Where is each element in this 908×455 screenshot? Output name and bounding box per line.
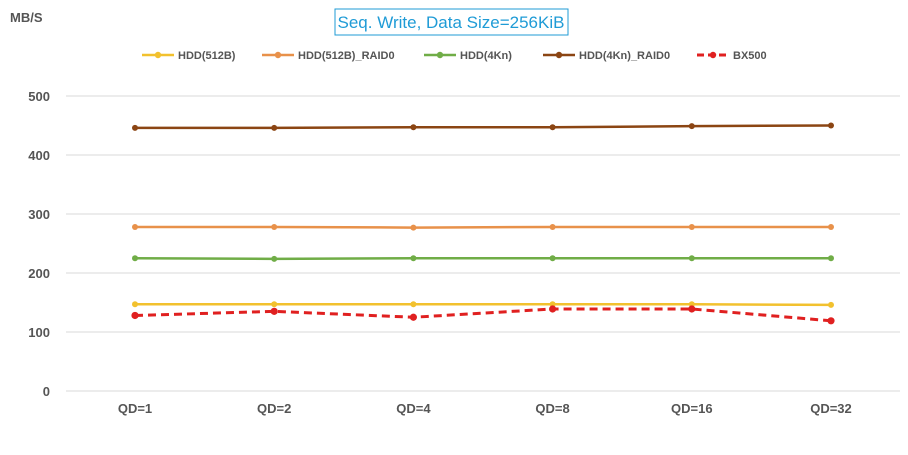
series-line xyxy=(134,257,831,261)
x-tick-label: QD=1 xyxy=(118,401,152,416)
data-point xyxy=(410,124,417,131)
data-point xyxy=(828,223,834,230)
series-2 xyxy=(132,255,834,262)
series-line xyxy=(135,124,832,130)
legend: HDD(512B) HDD(512B)_RAID0 HDD(4Kn) HDD(4Kn)… xyxy=(142,50,767,62)
y-axis-label: MB/S xyxy=(10,10,43,25)
series-line xyxy=(135,225,831,229)
data-point xyxy=(549,305,557,313)
x-tick-labels: QD=1 QD=2 QD=4 QD=8 QD=16 QD=32 xyxy=(118,401,852,416)
y-tick-label: 400 xyxy=(28,148,50,163)
y-tick-label: 300 xyxy=(28,207,50,222)
legend-marker xyxy=(436,51,444,59)
data-point xyxy=(132,223,138,230)
chart-title: Seq. Write, Data Size=256KiB xyxy=(334,8,569,36)
data-point xyxy=(132,301,138,308)
chart-title-box xyxy=(334,8,569,36)
data-point xyxy=(688,223,695,230)
series-lines xyxy=(131,122,835,325)
data-point xyxy=(828,122,834,129)
legend-label: HDD(4Kn) xyxy=(460,50,512,62)
series-1 xyxy=(132,223,834,231)
x-tick-label: QD=16 xyxy=(671,401,713,416)
legend-item: BX500 xyxy=(697,50,767,62)
series-0 xyxy=(132,301,834,308)
data-point xyxy=(271,124,278,131)
legend-label: HDD(512B) xyxy=(178,50,236,62)
data-point xyxy=(409,313,417,321)
y-tick-label: 200 xyxy=(28,266,50,281)
series-3 xyxy=(132,122,834,131)
legend-marker xyxy=(555,51,563,59)
data-point xyxy=(827,317,835,325)
data-point xyxy=(271,255,278,262)
legend-item: HDD(512B) xyxy=(142,50,236,62)
data-point xyxy=(549,255,556,262)
legend-item: HDD(512B)_RAID0 xyxy=(262,50,395,62)
x-tick-label: QD=2 xyxy=(257,401,291,416)
series-line xyxy=(135,303,832,307)
data-point xyxy=(828,255,834,262)
data-point xyxy=(549,223,556,230)
data-point xyxy=(410,255,417,262)
y-tick-label: 500 xyxy=(28,89,50,104)
data-point xyxy=(410,224,417,231)
data-point xyxy=(688,123,695,130)
data-point xyxy=(410,301,417,308)
data-point xyxy=(132,255,138,262)
data-point xyxy=(549,124,556,131)
chart-title-text: Seq. Write, Data Size=256KiB xyxy=(338,13,565,32)
legend-item: HDD(4Kn)_RAID0 xyxy=(543,50,670,62)
y-tick-label: 100 xyxy=(28,325,50,340)
y-tick-labels: 0 100 200 300 400 500 xyxy=(28,89,50,399)
x-tick-label: QD=8 xyxy=(535,401,569,416)
y-tick-label: 0 xyxy=(43,384,50,399)
data-point xyxy=(271,301,278,308)
legend-marker xyxy=(274,51,282,59)
legend-marker xyxy=(709,51,717,59)
x-tick-label: QD=32 xyxy=(810,401,852,416)
series-4 xyxy=(131,305,835,325)
gridlines xyxy=(66,95,900,392)
data-point xyxy=(270,307,278,315)
data-point xyxy=(132,124,138,131)
data-point xyxy=(131,311,139,320)
data-point xyxy=(688,255,695,262)
legend-item: HDD(4Kn) xyxy=(424,50,512,62)
series-line xyxy=(134,307,832,323)
legend-label: HDD(4Kn)_RAID0 xyxy=(579,50,670,62)
data-point xyxy=(271,223,278,230)
data-point xyxy=(688,305,696,313)
legend-label: BX500 xyxy=(733,50,767,62)
legend-label: HDD(512B)_RAID0 xyxy=(298,50,395,62)
data-point xyxy=(828,301,834,308)
x-tick-label: QD=4 xyxy=(396,401,431,416)
legend-marker xyxy=(154,51,162,59)
